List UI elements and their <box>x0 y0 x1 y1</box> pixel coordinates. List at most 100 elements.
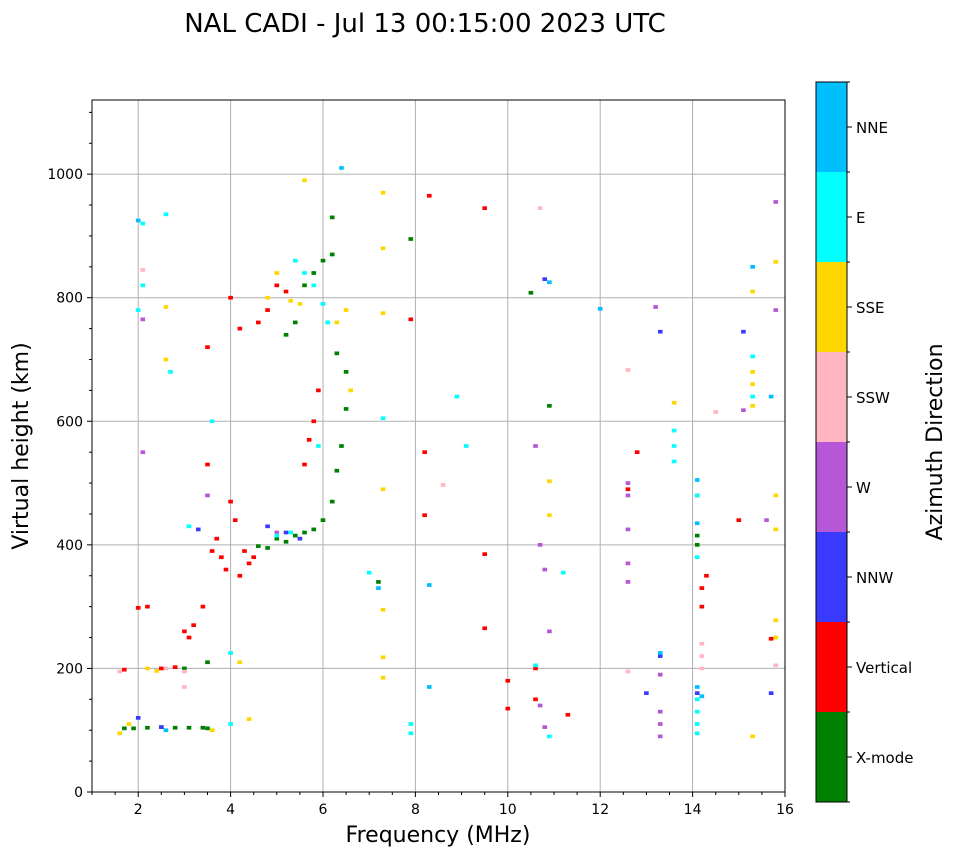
echo-point-e <box>694 697 700 702</box>
echo-point-vertical <box>699 586 705 590</box>
echo-point-vertical <box>214 536 220 541</box>
echo-point-sse <box>380 311 386 316</box>
echo-point-ssw <box>699 641 705 646</box>
echo-point-ssw <box>117 669 123 674</box>
echo-point-x-mode <box>122 726 127 731</box>
echo-point-e <box>140 221 146 226</box>
echo-point-vertical <box>316 388 321 393</box>
echo-point-nne <box>694 478 700 482</box>
echo-point-x-mode <box>182 666 187 671</box>
echo-point-e <box>186 524 192 529</box>
echo-point-w <box>533 444 538 448</box>
echo-point-w <box>625 561 631 566</box>
echo-point-sse <box>297 302 303 306</box>
echo-point-vertical <box>422 513 427 518</box>
echo-point-vertical <box>634 450 640 455</box>
echo-point-nne <box>657 651 663 655</box>
echo-point-e <box>463 444 469 448</box>
echo-point-ssw <box>182 669 187 674</box>
echo-point-nne <box>699 694 705 699</box>
colorbar-label: SSE <box>856 299 885 317</box>
echo-point-w <box>274 530 280 535</box>
echo-point-e <box>750 354 755 359</box>
echo-point-w <box>653 305 658 309</box>
echo-point-vertical <box>704 573 709 578</box>
echo-point-e <box>454 394 460 399</box>
echo-point-x-mode <box>343 407 349 411</box>
echo-point-vertical <box>205 462 210 467</box>
echo-point-nnw <box>644 691 649 695</box>
colorbar-segment-w <box>816 442 847 532</box>
echo-point-w <box>773 308 779 312</box>
echo-point-vertical <box>246 561 252 566</box>
echo-point-x-mode <box>343 370 349 374</box>
echo-point-sse <box>380 190 386 195</box>
echo-point-w <box>625 493 631 498</box>
echo-point-sse <box>750 289 755 294</box>
echo-point-vertical <box>482 552 488 556</box>
echo-point-e <box>671 428 677 433</box>
echo-point-sse <box>126 722 132 726</box>
echo-point-e <box>560 570 566 575</box>
x-tick-label: 2 <box>134 802 143 818</box>
echo-point-e <box>311 283 317 288</box>
echo-point-nne <box>426 583 432 587</box>
echo-point-e <box>694 722 700 726</box>
echo-point-ssw <box>163 666 169 671</box>
echo-point-w <box>547 629 552 634</box>
echo-point-w <box>537 703 543 708</box>
y-tick-label: 1000 <box>47 167 83 183</box>
echo-point-vertical <box>408 317 414 322</box>
colorbar-label: SSW <box>856 389 890 407</box>
echo-point-w <box>537 543 543 547</box>
echo-point-x-mode <box>256 544 261 548</box>
echo-point-e <box>292 258 298 263</box>
x-tick-label: 6 <box>319 802 328 818</box>
echo-point-x-mode <box>329 215 335 220</box>
echo-point-w <box>542 567 548 572</box>
echo-point-w <box>657 672 663 677</box>
echo-point-x-mode <box>205 726 210 731</box>
echo-point-x-mode <box>329 499 335 504</box>
echo-point-nnw <box>768 691 774 695</box>
colorbar-segment-sse <box>816 262 847 352</box>
x-tick-label: 4 <box>226 802 235 818</box>
echo-point-x-mode <box>172 725 178 730</box>
echo-point-sse <box>773 618 779 623</box>
echo-point-sse <box>288 298 293 303</box>
colorbar-title: Azimuth Direction <box>923 343 948 540</box>
echo-point-nnw <box>297 536 303 541</box>
echo-point-nne <box>694 685 700 689</box>
echo-point-e <box>366 570 372 575</box>
echo-point-e <box>671 459 677 464</box>
echo-point-e <box>694 493 700 498</box>
echo-point-w <box>205 493 210 498</box>
y-tick-label: 400 <box>56 538 83 554</box>
echo-point-x-mode <box>320 518 326 522</box>
echo-point-sse <box>302 178 307 183</box>
echo-point-ssw <box>440 483 446 487</box>
echo-point-e <box>228 722 233 726</box>
echo-point-e <box>694 709 700 714</box>
echo-point-vertical <box>283 289 289 294</box>
echo-point-x-mode <box>376 580 381 584</box>
echo-point-vertical <box>191 623 196 628</box>
echo-point-vertical <box>265 308 270 312</box>
colorbar-segment-nnw <box>816 532 847 622</box>
echo-point-nne <box>547 280 552 285</box>
echo-point-nnw <box>694 691 700 695</box>
echo-point-e <box>228 651 233 655</box>
echo-point-vertical <box>311 419 317 424</box>
echo-point-e <box>533 663 538 668</box>
echo-point-vertical <box>302 462 307 467</box>
echo-point-nnw <box>283 530 289 535</box>
echo-point-ssw <box>699 666 705 671</box>
echo-point-vertical <box>237 326 243 331</box>
echo-point-vertical <box>232 518 238 522</box>
echo-point-x-mode <box>408 237 414 241</box>
echo-point-nne <box>376 586 381 590</box>
echo-point-vertical <box>186 635 192 640</box>
echo-point-w <box>625 527 631 532</box>
echo-point-e <box>694 731 700 736</box>
